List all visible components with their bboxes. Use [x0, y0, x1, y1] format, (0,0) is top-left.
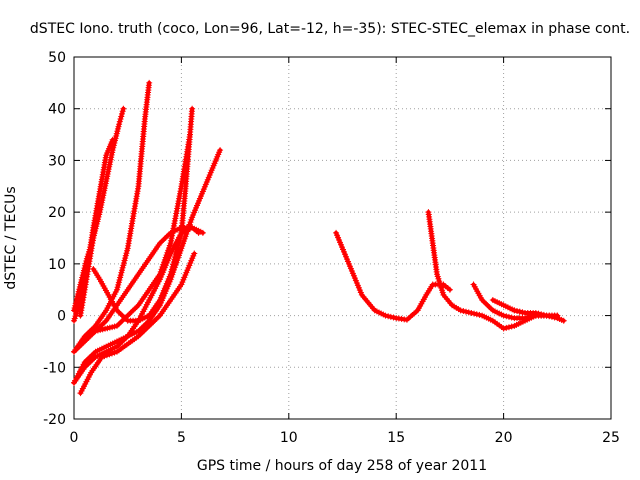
series-arc-3	[77, 219, 99, 319]
chart-title: dSTEC Iono. truth (coco, Lon=96, Lat=-12…	[30, 21, 630, 37]
data-point-marker	[111, 349, 118, 356]
y-tick-label: 40	[48, 102, 66, 118]
data-point-marker	[120, 105, 127, 112]
data-point-marker	[146, 79, 153, 86]
data-point-marker	[116, 121, 123, 128]
x-tick-label: 25	[602, 430, 620, 446]
data-point-marker	[390, 314, 397, 321]
data-point-marker	[503, 313, 510, 320]
data-point-marker	[511, 307, 518, 314]
data-point-marker	[463, 308, 470, 315]
data-point-marker	[117, 116, 124, 123]
data-point-marker	[522, 309, 529, 316]
data-point-marker	[476, 311, 483, 318]
data-point-marker	[465, 309, 472, 316]
data-point-marker	[108, 350, 115, 357]
y-tick-label: 0	[57, 309, 66, 325]
series-arc-4	[71, 79, 153, 355]
tick-layer: 0 5 10 15 20 25 -20 -10 0 10 20 30 40 50	[43, 50, 620, 446]
data-point-marker	[516, 308, 523, 315]
data-point-marker	[199, 229, 206, 236]
x-tick-label: 10	[280, 430, 298, 446]
data-point-marker	[385, 313, 392, 320]
data-point-marker	[103, 352, 110, 359]
data-point-marker	[514, 308, 521, 315]
x-tick-label: 15	[387, 430, 405, 446]
data-point-marker	[527, 311, 534, 318]
data-point-marker	[524, 310, 531, 317]
data-point-marker	[387, 313, 394, 320]
data-point-marker	[92, 219, 99, 226]
y-tick-label: 30	[48, 153, 66, 169]
data-point-marker	[500, 325, 507, 332]
data-point-marker	[116, 118, 123, 125]
data-point-marker	[106, 351, 113, 358]
y-tick-label: 10	[48, 257, 66, 273]
data-point-marker	[189, 105, 196, 112]
data-point-marker	[503, 324, 510, 331]
series-arc-10	[92, 224, 206, 335]
data-point-marker	[460, 308, 467, 315]
data-point-marker	[473, 311, 480, 318]
y-tick-label: -20	[43, 412, 66, 428]
y-tick-label: 50	[48, 50, 66, 66]
data-point-marker	[446, 286, 453, 293]
data-point-marker	[554, 312, 561, 319]
grid-layer	[74, 57, 611, 419]
data-point-marker	[191, 250, 198, 257]
x-tick-label: 5	[177, 430, 186, 446]
data-point-marker	[505, 313, 512, 320]
data-point-marker	[519, 309, 526, 316]
data-point-marker	[118, 113, 125, 120]
series-arc-11	[333, 229, 453, 323]
x-axis-label: GPS time / hours of day 258 of year 2011	[197, 458, 487, 474]
data-point-marker	[457, 307, 464, 314]
data-point-marker	[471, 310, 478, 317]
y-axis-label: dSTEC / TECUs	[3, 186, 19, 289]
data-point-marker	[508, 314, 515, 321]
data-point-marker	[530, 311, 537, 318]
data-point-marker	[468, 309, 475, 316]
x-tick-label: 0	[70, 430, 79, 446]
series-arc-7	[77, 250, 198, 397]
data-point-marker	[522, 315, 529, 322]
y-tick-label: -10	[43, 360, 66, 376]
x-tick-label: 20	[495, 430, 513, 446]
plot-frame	[73, 56, 612, 420]
data-point-marker	[217, 147, 224, 154]
data-point-marker	[101, 353, 108, 360]
series-line	[72, 148, 223, 385]
data-point-marker	[560, 317, 567, 324]
data-point-marker	[382, 312, 389, 319]
data-point-marker	[98, 353, 105, 360]
data-point-marker	[508, 323, 515, 330]
y-tick-label: 20	[48, 205, 66, 221]
data-point-marker	[505, 324, 512, 331]
series-layer	[71, 79, 567, 397]
data-point-marker	[119, 108, 126, 115]
data-point-marker	[500, 312, 507, 319]
series-arc-15	[511, 307, 561, 319]
data-point-marker	[118, 110, 125, 117]
